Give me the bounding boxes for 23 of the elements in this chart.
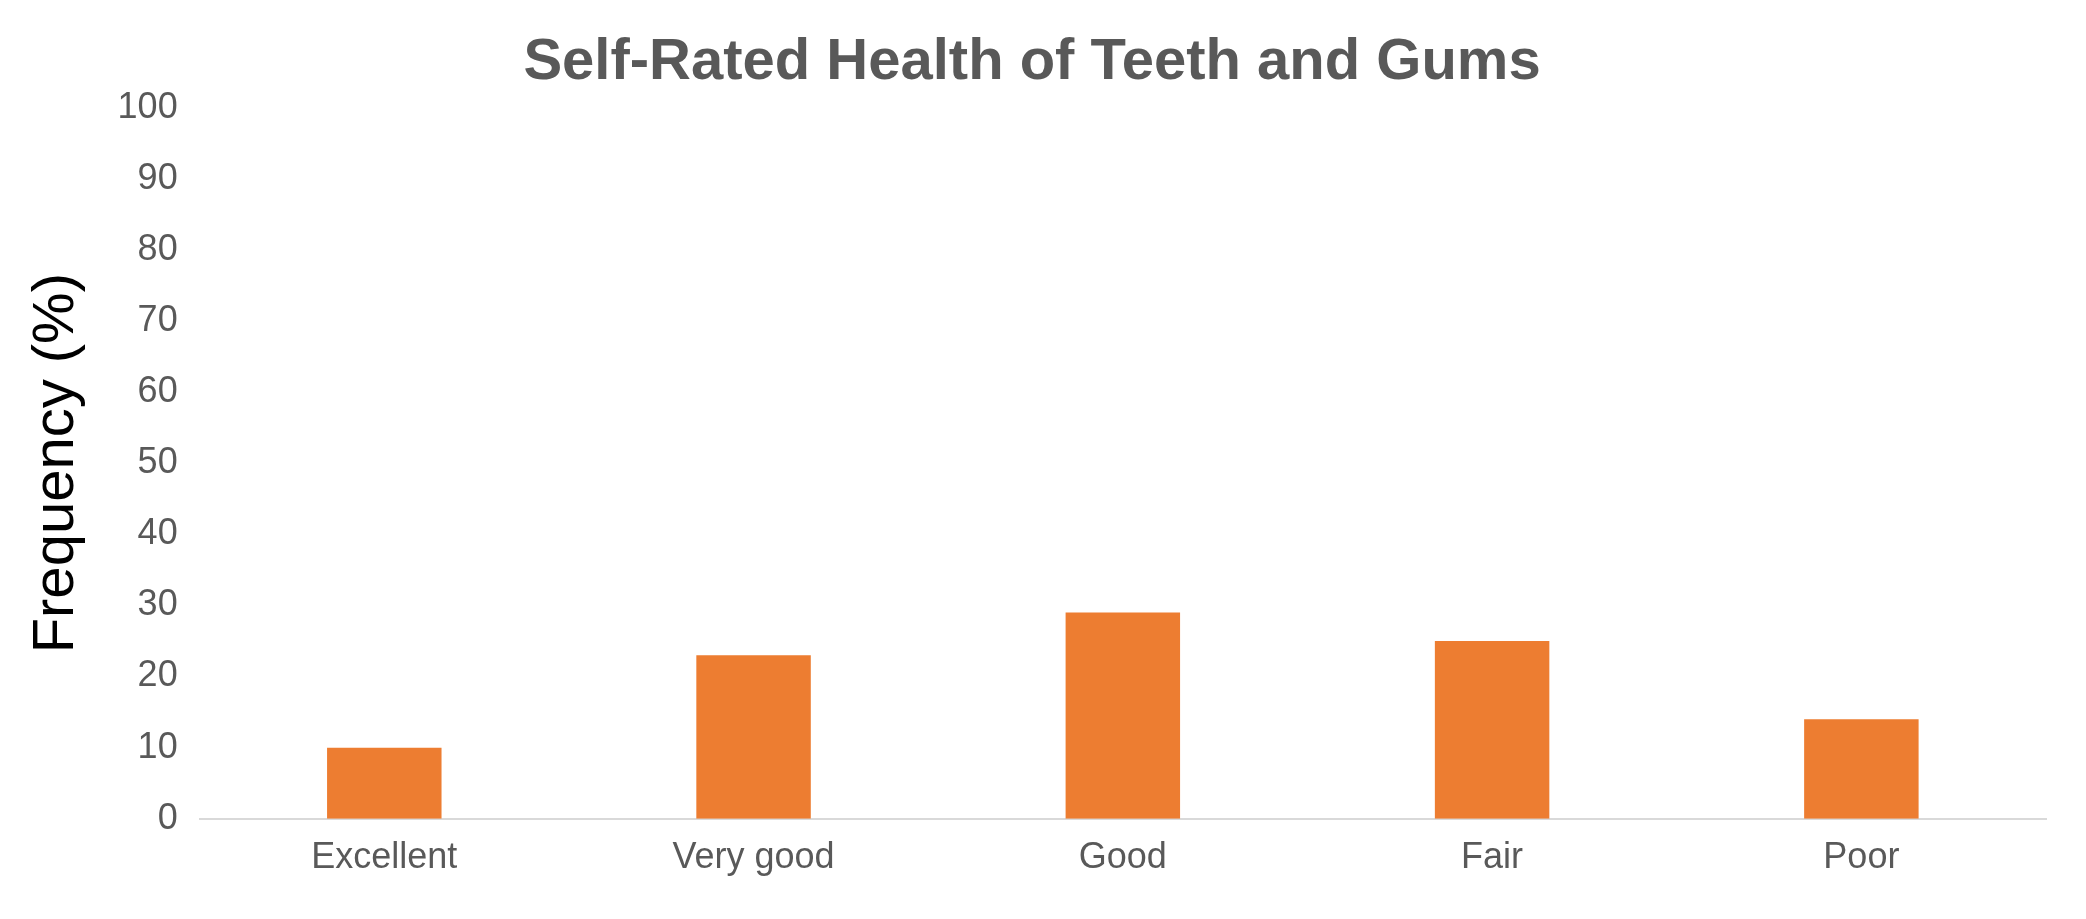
y-tick-label: 60	[137, 369, 178, 410]
y-tick-label: 20	[137, 653, 178, 695]
y-tick-label: 90	[137, 155, 178, 197]
y-tick-label: 0	[157, 795, 178, 837]
chart-title: Self-Rated Health of Teeth and Gums	[523, 25, 1541, 91]
y-tick-label: 10	[137, 724, 178, 766]
x-tick-label: Excellent	[311, 835, 458, 877]
bar	[1804, 719, 1919, 819]
x-tick-label: Poor	[1823, 835, 1900, 877]
y-tick-label: 40	[137, 511, 178, 553]
bar	[1434, 641, 1550, 819]
bar	[1065, 612, 1181, 819]
x-tick-label: Good	[1078, 835, 1167, 877]
y-tick-label: 80	[137, 226, 178, 268]
x-tick-label: Fair	[1461, 835, 1524, 877]
y-tick-label: 100	[117, 84, 178, 126]
y-tick-label: 50	[137, 440, 178, 482]
bar	[696, 655, 811, 819]
y-tick-label: 30	[137, 582, 178, 624]
y-axis-title: Frequency (%)	[19, 273, 85, 654]
x-tick-label: Very good	[672, 835, 835, 877]
y-tick-label: 70	[137, 297, 178, 339]
bar	[327, 747, 442, 819]
